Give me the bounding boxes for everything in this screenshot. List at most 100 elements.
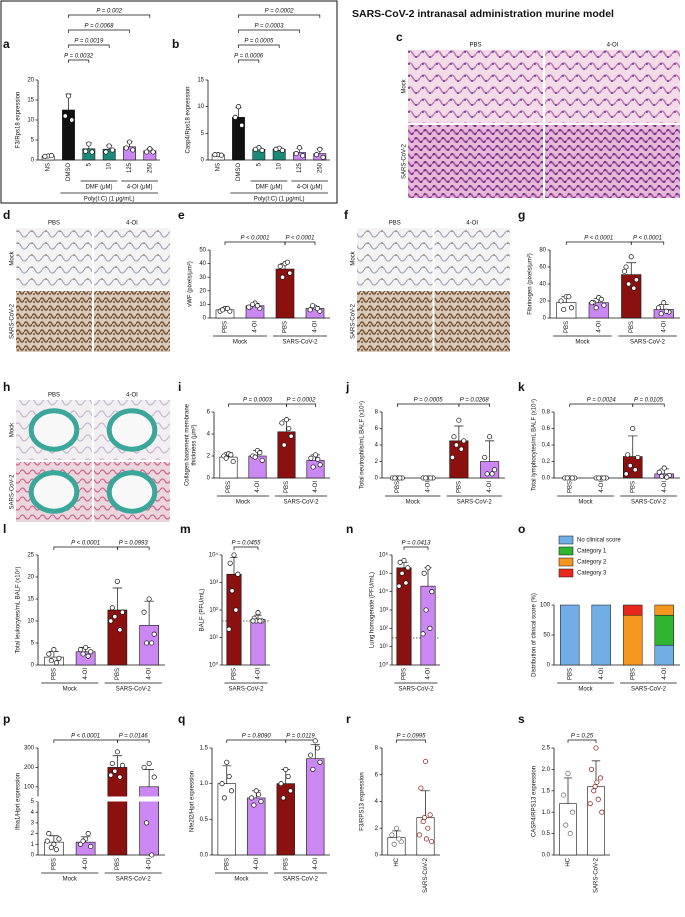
- y-axis-label: Distribution of clinical score (%): [532, 593, 538, 677]
- data-point: [62, 113, 68, 119]
- p-value: P = 0.8090: [242, 734, 272, 740]
- data-point: [283, 417, 290, 423]
- data-point: [259, 147, 265, 153]
- data-point: [56, 655, 62, 661]
- data-point: [422, 814, 428, 821]
- data-point: [420, 631, 426, 637]
- micrograph-image: [545, 125, 680, 198]
- error-bar: [628, 435, 638, 457]
- data-point: [656, 469, 662, 475]
- y-tick-label: 0: [31, 853, 35, 859]
- bar-segment: [560, 604, 580, 666]
- column-label: 4-OI: [126, 393, 138, 399]
- data-point: [482, 454, 488, 460]
- panel-letter: h: [3, 380, 10, 394]
- data-point: [141, 764, 147, 770]
- data-point: [83, 644, 89, 650]
- panel-letter: m: [180, 522, 191, 536]
- data-point: [627, 463, 633, 469]
- y-axis-label: Nfe2l2/Hprt expression: [190, 771, 196, 832]
- x-tick-label: PBS: [630, 668, 636, 680]
- data-point: [273, 146, 279, 152]
- group-label: SARS-CoV-2: [631, 500, 667, 506]
- data-point: [594, 779, 600, 785]
- p-value: P = 0.0268: [460, 398, 490, 404]
- panel-letter: l: [3, 522, 6, 536]
- data-point: [285, 773, 291, 780]
- micrograph-image: [434, 228, 510, 289]
- bar-segment: [654, 614, 674, 646]
- data-point: [601, 302, 607, 308]
- comparison-bracket: [53, 546, 118, 550]
- y-tick-label: 5: [201, 131, 205, 137]
- data-point: [227, 560, 233, 566]
- data-point: [314, 305, 320, 312]
- y-tick-label: 8: [375, 410, 379, 416]
- data-point: [112, 768, 118, 774]
- y-tick-label: 10³: [379, 608, 388, 614]
- comparison-bracket: [569, 403, 634, 407]
- data-point: [219, 781, 225, 787]
- data-point: [428, 839, 435, 845]
- data-point: [392, 475, 398, 481]
- y-tick-label: 0.0: [542, 853, 551, 859]
- data-point: [589, 300, 595, 306]
- data-point: [451, 434, 457, 440]
- data-point: [112, 614, 118, 620]
- data-point: [393, 825, 400, 831]
- data-point: [658, 311, 664, 317]
- bar: [139, 625, 159, 666]
- comparison-bracket: [567, 739, 597, 743]
- data-point: [117, 774, 123, 780]
- x-tick-label: PBS: [629, 321, 635, 333]
- data-point: [458, 446, 464, 452]
- data-point: [601, 475, 607, 481]
- y-tick-label: 10⁰: [379, 662, 389, 669]
- y-axis-label: thickness (μm²): [192, 424, 198, 465]
- data-point: [308, 455, 314, 461]
- micrograph-image: [16, 291, 92, 352]
- group-label: SARS-CoV-2: [116, 877, 152, 883]
- comparison-bracket: [233, 546, 259, 550]
- x-tick-label: 4-OI: [255, 481, 261, 493]
- data-point: [565, 771, 571, 777]
- error-bar: [144, 768, 154, 787]
- data-point: [286, 425, 292, 432]
- y-tick-label: 25: [27, 553, 34, 559]
- y-axis-label: Ifna1/Hprt expression: [16, 773, 22, 830]
- data-point: [48, 658, 54, 664]
- y-tick-label: 10: [197, 104, 204, 110]
- row-label: SARS-CoV-2: [10, 474, 16, 510]
- axis-break: [35, 796, 165, 802]
- data-point: [85, 831, 91, 837]
- data-point: [312, 452, 319, 458]
- data-point: [315, 456, 321, 462]
- data-point: [149, 852, 155, 858]
- y-tick-label: 6: [207, 410, 211, 416]
- x-tick-label: PBS: [630, 481, 636, 493]
- y-axis-label: CASP4/RPS13 expression: [532, 766, 538, 837]
- bar: [306, 758, 325, 856]
- data-point: [623, 264, 629, 270]
- bar-break: [106, 796, 128, 802]
- data-point: [397, 475, 403, 481]
- legend-swatch: [558, 557, 574, 567]
- data-point: [287, 270, 293, 276]
- y-tick-label: 10¹: [379, 644, 388, 650]
- group-label: SARS-CoV-2: [282, 340, 318, 346]
- error-bar: [421, 790, 430, 818]
- x-tick-label: DMSO: [66, 163, 72, 181]
- row-label: SARS-CoV-2: [402, 143, 408, 179]
- data-point: [595, 796, 601, 802]
- data-point: [86, 141, 92, 147]
- panel-frame: [0, 0, 338, 204]
- x-tick-label: 4-OI: [487, 481, 493, 493]
- p-value: P = 0.25: [571, 734, 594, 740]
- group-label: Mock: [406, 500, 421, 506]
- x-tick-label: 4-OI: [83, 858, 89, 870]
- row-label: Mock: [10, 422, 16, 437]
- x-tick-label: 250: [317, 162, 323, 173]
- group-label: 4-OI (μM): [297, 185, 323, 191]
- airway: [106, 470, 158, 514]
- data-point: [233, 607, 239, 613]
